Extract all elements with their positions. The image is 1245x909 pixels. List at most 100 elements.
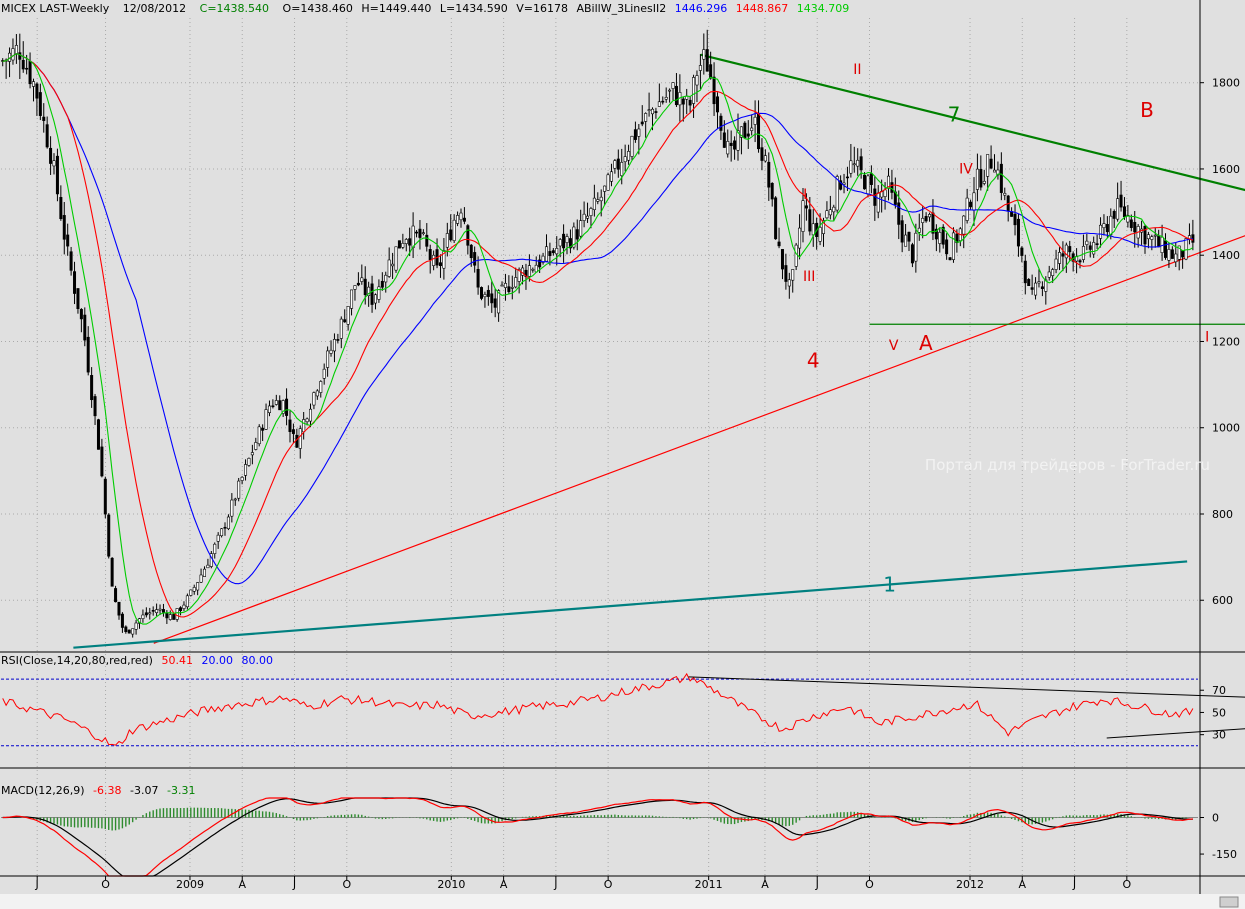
candle-body (818, 227, 822, 242)
candle-body (1170, 249, 1174, 259)
candle-body (582, 213, 586, 221)
candle-body (1037, 281, 1041, 284)
candle-body (264, 409, 268, 430)
candle-body (206, 564, 210, 569)
candle-body (986, 154, 990, 177)
candle-body (620, 162, 624, 176)
x-tick-label: A (500, 878, 508, 891)
candles (1, 29, 1195, 638)
candle-body (568, 238, 572, 249)
candle-body (702, 49, 706, 60)
candle-body (780, 249, 784, 270)
candle-body (934, 228, 938, 240)
candle-body (1051, 269, 1055, 276)
candle-body (384, 274, 388, 283)
candle-body (688, 99, 692, 106)
candle-body (343, 319, 347, 323)
candle-body (586, 215, 590, 219)
candle-body (141, 614, 145, 619)
y-tick-label: 1800 (1212, 77, 1240, 90)
candle-body (1174, 253, 1178, 263)
candle-body (1064, 244, 1068, 259)
candle-body (100, 446, 104, 477)
candle-body (107, 514, 111, 557)
candle-body (599, 196, 603, 202)
wave-label: II (853, 62, 861, 78)
y-tick-label: 1000 (1212, 422, 1240, 435)
candle-body (910, 244, 914, 264)
x-tick-label: 2012 (956, 878, 984, 891)
candle-body (18, 52, 22, 60)
header-open: O=1438.460 (283, 2, 353, 15)
x-tick-label: 2011 (695, 878, 723, 891)
macd-signal-line (2, 797, 1193, 877)
candle-body (613, 160, 617, 169)
candle-body (93, 396, 97, 417)
candle-body (179, 607, 183, 611)
candle-body (914, 232, 918, 262)
candle-body (798, 227, 802, 249)
candle-body (842, 182, 846, 185)
candle-body (969, 201, 973, 208)
candle-body (490, 293, 494, 304)
candle-body (90, 375, 94, 401)
x-tick-label: 2010 (437, 878, 465, 891)
candle-body (722, 132, 726, 148)
y-tick-label: 1200 (1212, 335, 1240, 348)
candle-body (226, 516, 230, 530)
candle-body (199, 574, 203, 583)
candle-body (671, 82, 675, 89)
candle-body (794, 244, 798, 267)
candle-body (514, 277, 518, 288)
moving-average-line (2, 53, 1193, 585)
candle-body (733, 140, 737, 150)
candle-body (298, 428, 302, 449)
candle-body (544, 246, 548, 262)
candle-body (21, 59, 25, 70)
candle-body (144, 612, 148, 616)
candle-body (866, 175, 870, 195)
candle-body (801, 200, 805, 232)
candle-body (551, 250, 555, 254)
candle-body (951, 232, 955, 260)
wave-label: 7 (948, 103, 961, 127)
candle-body (114, 588, 118, 603)
candle-body (418, 228, 422, 238)
rsi-tick-label: 50 (1212, 706, 1226, 719)
candle-body (736, 130, 740, 151)
candle-body (859, 156, 863, 171)
trendline (153, 235, 1245, 644)
candle-body (428, 249, 432, 260)
candle-body (131, 628, 135, 635)
candle-body (312, 392, 316, 406)
x-tick-label: A (761, 878, 769, 891)
candle-body (134, 622, 138, 630)
candle-body (356, 282, 360, 286)
candle-body (52, 160, 56, 167)
candle-body (466, 225, 470, 246)
candle-body (442, 249, 446, 269)
candle-body (220, 528, 224, 537)
candle-body (1109, 215, 1113, 236)
candle-body (353, 285, 357, 290)
macd-panel: 0 -150 (1, 797, 1237, 877)
candle-body (558, 239, 562, 247)
x-tick-label: A (1019, 878, 1027, 891)
candle-body (674, 85, 678, 106)
candle-body (712, 76, 716, 105)
candle-body (982, 180, 986, 184)
candle-body (989, 158, 993, 169)
candle-body (185, 595, 189, 608)
candle-body (791, 269, 795, 281)
candle-body (592, 197, 596, 211)
candle-body (839, 180, 843, 190)
candle-body (1164, 240, 1168, 258)
candle-body (155, 609, 159, 613)
candle-body (575, 229, 579, 240)
header-close: C=1438.540 (200, 2, 269, 15)
candle-body (770, 182, 774, 200)
candle-body (1034, 282, 1038, 296)
candle-body (240, 476, 244, 481)
candle-body (319, 381, 323, 393)
